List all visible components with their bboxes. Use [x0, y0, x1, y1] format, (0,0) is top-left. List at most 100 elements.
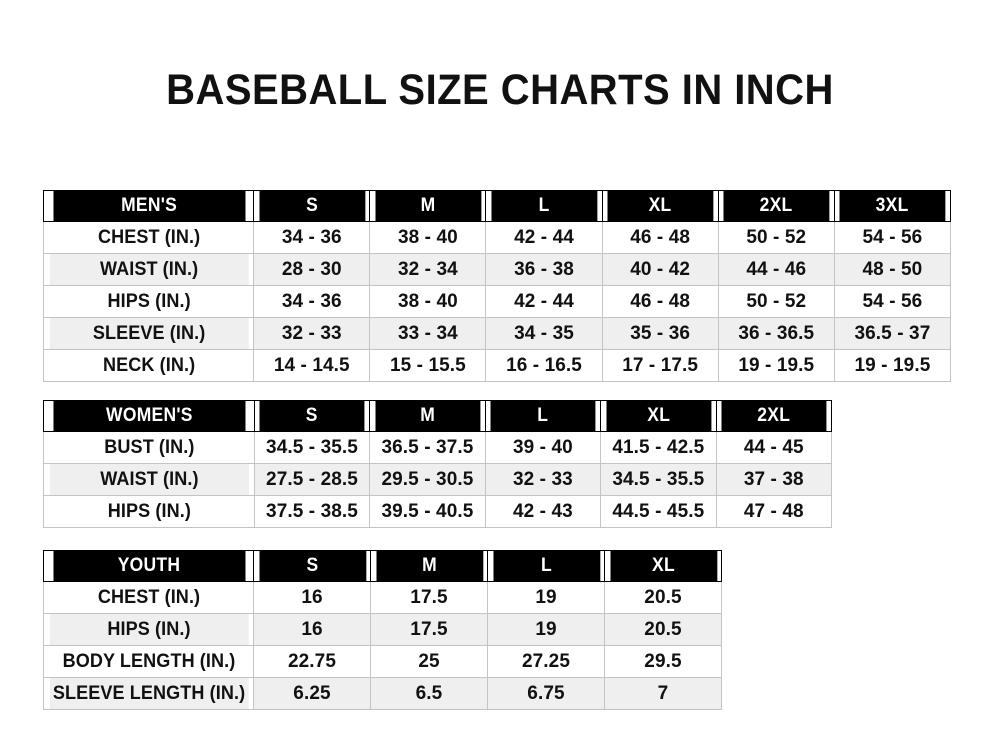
cell-bust-m: 36.5 - 37.5 — [369, 431, 486, 464]
cell-waist-l: 36 - 38 — [485, 253, 603, 286]
table-row: HIPS (IN.) 16 17.5 19 20.5 — [44, 613, 722, 646]
cell-bust-2xl: 44 - 45 — [715, 431, 833, 464]
column-header-s: S — [257, 550, 367, 582]
cell-chest-l: 19 — [487, 581, 605, 614]
cell-hips-m: 17.5 — [370, 613, 488, 646]
cell-hips-m: 38 - 40 — [369, 285, 487, 318]
row-label-bust: BUST (IN.) — [48, 431, 250, 464]
cell-waist-l: 32 - 33 — [484, 463, 602, 496]
cell-chest-s: 34 - 36 — [253, 221, 371, 254]
row-label-hips: HIPS (IN.) — [48, 613, 249, 646]
youth-table-header: YOUTH S M L XL — [44, 550, 722, 582]
row-label-sleeve-length: SLEEVE LENGTH (IN.) — [48, 677, 249, 710]
mens-size-table: MEN'S S M L XL 2XL 3XL CHEST (IN.) 34 - … — [43, 190, 952, 382]
cell-body-length-m: 25 — [370, 645, 488, 678]
table-row: CHEST (IN.) 34 - 36 38 - 40 42 - 44 46 -… — [44, 221, 952, 254]
cell-neck-m: 15 - 15.5 — [369, 349, 487, 382]
column-header-category: YOUTH — [51, 550, 246, 582]
cell-chest-2xl: 50 - 52 — [717, 221, 835, 254]
womens-size-table: WOMEN'S S M L XL 2XL BUST (IN.) 34.5 - 3… — [43, 400, 833, 528]
cell-waist-3xl: 48 - 50 — [833, 253, 952, 286]
cell-chest-m: 17.5 — [370, 581, 488, 614]
cell-bust-l: 39 - 40 — [484, 431, 602, 464]
column-header-l: L — [489, 400, 597, 432]
youth-table-body: CHEST (IN.) 16 17.5 19 20.5 HIPS (IN.) 1… — [44, 581, 722, 710]
column-header-m: M — [374, 550, 484, 582]
column-header-l: L — [491, 550, 601, 582]
cell-sleeve-length-s: 6.25 — [253, 677, 371, 710]
cell-chest-3xl: 54 - 56 — [833, 221, 952, 254]
cell-neck-3xl: 19 - 19.5 — [833, 349, 952, 382]
row-label-hips: HIPS (IN.) — [48, 495, 250, 528]
cell-sleeve-m: 33 - 34 — [369, 317, 487, 350]
cell-waist-m: 32 - 34 — [369, 253, 487, 286]
womens-table-body: BUST (IN.) 34.5 - 35.5 36.5 - 37.5 39 - … — [44, 431, 833, 528]
cell-chest-xl: 46 - 48 — [601, 221, 719, 254]
cell-neck-xl: 17 - 17.5 — [601, 349, 719, 382]
row-label-chest: CHEST (IN.) — [48, 221, 249, 254]
cell-hips-2xl: 50 - 52 — [717, 285, 835, 318]
table-row: SLEEVE (IN.) 32 - 33 33 - 34 34 - 35 35 … — [44, 317, 952, 350]
row-label-body-length: BODY LENGTH (IN.) — [48, 645, 249, 678]
row-label-chest: CHEST (IN.) — [48, 581, 249, 614]
column-header-s: S — [258, 400, 366, 432]
table-row: HIPS (IN.) 34 - 36 38 - 40 42 - 44 46 - … — [44, 285, 952, 318]
column-header-2xl: 2XL — [720, 400, 828, 432]
cell-sleeve-l: 34 - 35 — [485, 317, 603, 350]
cell-body-length-xl: 29.5 — [604, 645, 722, 678]
cell-sleeve-3xl: 36.5 - 37 — [833, 317, 952, 350]
cell-hips-l: 42 - 43 — [484, 495, 602, 528]
cell-waist-2xl: 44 - 46 — [717, 253, 835, 286]
womens-table-header: WOMEN'S S M L XL 2XL — [44, 400, 832, 432]
cell-hips-m: 39.5 - 40.5 — [369, 495, 486, 528]
row-label-waist: WAIST (IN.) — [48, 253, 249, 286]
cell-hips-xl: 20.5 — [604, 613, 722, 646]
cell-hips-l: 42 - 44 — [485, 285, 603, 318]
column-header-m: M — [374, 190, 482, 222]
table-row: NECK (IN.) 14 - 14.5 15 - 15.5 16 - 16.5… — [44, 349, 952, 382]
column-header-m: M — [373, 400, 482, 432]
mens-table-header: MEN'S S M L XL 2XL 3XL — [44, 190, 951, 222]
table-row: WAIST (IN.) 28 - 30 32 - 34 36 - 38 40 -… — [44, 253, 952, 286]
row-label-hips: HIPS (IN.) — [48, 285, 249, 318]
cell-waist-xl: 34.5 - 35.5 — [600, 463, 717, 496]
cell-chest-m: 38 - 40 — [369, 221, 487, 254]
cell-chest-l: 42 - 44 — [485, 221, 603, 254]
cell-hips-2xl: 47 - 48 — [715, 495, 833, 528]
table-row: SLEEVE LENGTH (IN.) 6.25 6.5 6.75 7 — [44, 677, 722, 710]
table-header-row: YOUTH S M L XL — [44, 550, 722, 582]
table-row: HIPS (IN.) 37.5 - 38.5 39.5 - 40.5 42 - … — [44, 495, 833, 528]
row-label-neck: NECK (IN.) — [48, 349, 249, 382]
table-row: BUST (IN.) 34.5 - 35.5 36.5 - 37.5 39 - … — [44, 431, 833, 464]
row-label-sleeve: SLEEVE (IN.) — [48, 317, 249, 350]
cell-bust-s: 34.5 - 35.5 — [253, 431, 371, 464]
cell-sleeve-s: 32 - 33 — [253, 317, 371, 350]
cell-hips-l: 19 — [487, 613, 605, 646]
cell-sleeve-length-l: 6.75 — [487, 677, 605, 710]
column-header-category: MEN'S — [51, 190, 246, 222]
table-row: WAIST (IN.) 27.5 - 28.5 29.5 - 30.5 32 -… — [44, 463, 833, 496]
table-row: CHEST (IN.) 16 17.5 19 20.5 — [44, 581, 722, 614]
mens-table-body: CHEST (IN.) 34 - 36 38 - 40 42 - 44 46 -… — [44, 221, 952, 382]
cell-sleeve-length-m: 6.5 — [370, 677, 488, 710]
cell-hips-s: 16 — [253, 613, 371, 646]
youth-size-table: YOUTH S M L XL CHEST (IN.) 16 17.5 19 20… — [43, 550, 722, 710]
cell-chest-s: 16 — [253, 581, 371, 614]
row-label-waist: WAIST (IN.) — [48, 463, 250, 496]
cell-hips-xl: 44.5 - 45.5 — [600, 495, 717, 528]
cell-waist-m: 29.5 - 30.5 — [369, 463, 486, 496]
cell-waist-s: 28 - 30 — [253, 253, 371, 286]
cell-body-length-l: 27.25 — [487, 645, 605, 678]
column-header-xl: XL — [606, 190, 715, 222]
cell-hips-s: 34 - 36 — [253, 285, 371, 318]
cell-hips-3xl: 54 - 56 — [833, 285, 952, 318]
page-title: BASEBALL SIZE CHARTS IN INCH — [166, 66, 834, 114]
column-header-l: L — [490, 190, 598, 222]
column-header-3xl: 3XL — [838, 190, 947, 222]
cell-neck-l: 16 - 16.5 — [485, 349, 603, 382]
cell-chest-xl: 20.5 — [604, 581, 722, 614]
cell-hips-xl: 46 - 48 — [601, 285, 719, 318]
cell-sleeve-2xl: 36 - 36.5 — [717, 317, 835, 350]
table-header-row: WOMEN'S S M L XL 2XL — [44, 400, 832, 432]
